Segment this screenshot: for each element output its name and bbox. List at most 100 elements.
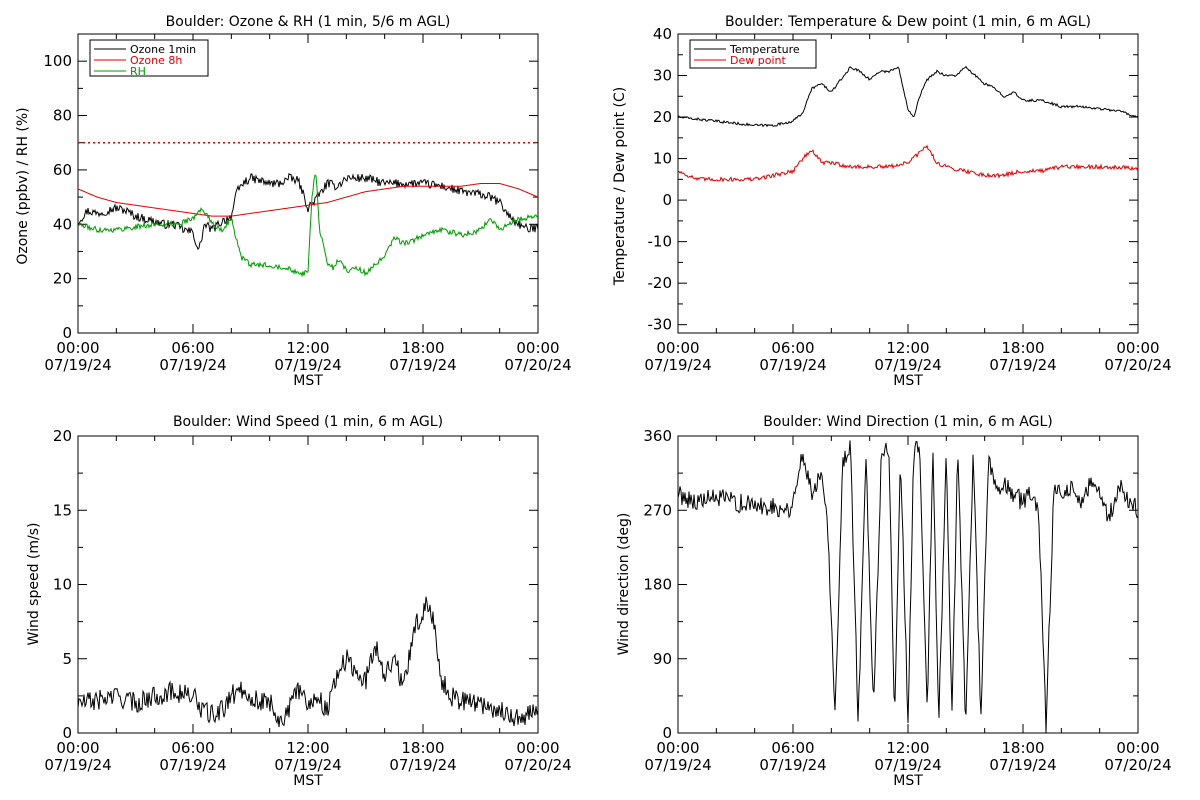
ozone-rh-panel: Boulder: Ozone & RH (1 min, 5/6 m AGL) O… xyxy=(15,14,572,389)
y-tick-label: 80 xyxy=(53,107,72,125)
y-axis-label: Temperature / Dew point (C) xyxy=(612,87,628,286)
y-tick-label: 30 xyxy=(653,67,672,85)
legend: Ozone 1min Ozone 8h RH xyxy=(89,39,209,78)
y-tick-label: 10 xyxy=(653,150,672,168)
y-tick-label: -30 xyxy=(648,316,673,334)
legend-box xyxy=(89,39,209,77)
x-tick-time: 06:00 xyxy=(171,739,214,757)
x-tick-date: 07/19/24 xyxy=(159,756,226,774)
x-tick-date: 07/19/24 xyxy=(389,756,456,774)
x-tick-time: 18:00 xyxy=(1001,739,1044,757)
y-tick-label: 5 xyxy=(62,650,72,668)
y-tick-label: -20 xyxy=(648,274,673,292)
x-tick-date: 07/19/24 xyxy=(274,356,341,374)
plot-frame xyxy=(677,33,1139,334)
x-tick-date: 07/19/24 xyxy=(874,356,941,374)
plot-area: 00:0007/19/2406:0007/19/2412:0007/19/241… xyxy=(43,33,572,374)
x-tick-date: 07/19/24 xyxy=(989,756,1056,774)
legend-label-ozone-8h: Ozone 8h xyxy=(130,54,182,67)
x-tick-date: 07/19/24 xyxy=(644,756,711,774)
x-tick-time: 06:00 xyxy=(171,339,214,357)
x-tick-date: 07/20/24 xyxy=(1104,756,1171,774)
x-tick-time: 00:00 xyxy=(516,339,559,357)
temperature-dewpoint-panel: Boulder: Temperature & Dew point (1 min,… xyxy=(612,14,1172,389)
y-tick-label: 0 xyxy=(62,724,72,742)
x-tick-time: 12:00 xyxy=(286,339,329,357)
legend-label-ozone-1min: Ozone 1min xyxy=(130,43,196,56)
wind-speed-panel: Boulder: Wind Speed (1 min, 6 m AGL) Win… xyxy=(26,414,572,789)
y-tick-label: 20 xyxy=(653,108,672,126)
panel-title: Boulder: Ozone & RH (1 min, 5/6 m AGL) xyxy=(166,14,451,30)
y-tick-label: 10 xyxy=(53,576,72,594)
x-tick-date: 07/19/24 xyxy=(44,756,111,774)
series-line-data xyxy=(677,440,1139,733)
legend-label-temperature: Temperature xyxy=(729,43,800,56)
x-axis-label: MST xyxy=(293,773,323,789)
y-tick-label: 40 xyxy=(653,25,672,43)
x-tick-time: 00:00 xyxy=(1116,339,1159,357)
x-tick-date: 07/19/24 xyxy=(874,756,941,774)
x-tick-time: 00:00 xyxy=(656,739,699,757)
series-line-rh xyxy=(77,174,539,278)
plot-area: 00:0007/19/2406:0007/19/2412:0007/19/241… xyxy=(643,427,1171,774)
x-tick-time: 12:00 xyxy=(886,739,929,757)
series-line-data xyxy=(77,596,539,728)
x-tick-date: 07/19/24 xyxy=(989,356,1056,374)
plot-area: 00:0007/19/2406:0007/19/2412:0007/19/241… xyxy=(44,427,571,774)
y-tick-label: 15 xyxy=(53,501,72,519)
panel-title: Boulder: Wind Speed (1 min, 6 m AGL) xyxy=(173,414,443,430)
y-tick-label: 0 xyxy=(662,724,672,742)
x-tick-time: 18:00 xyxy=(401,739,444,757)
y-axis-label: Ozone (ppbv) / RH (%) xyxy=(15,107,31,264)
x-tick-time: 18:00 xyxy=(1001,339,1044,357)
y-tick-label: 90 xyxy=(653,650,672,668)
legend-label-dew-point: Dew point xyxy=(730,54,786,67)
y-tick-label: 100 xyxy=(43,52,72,70)
x-axis-label: MST xyxy=(893,373,923,389)
x-tick-time: 06:00 xyxy=(771,739,814,757)
x-tick-time: 12:00 xyxy=(886,339,929,357)
panel-title: Boulder: Temperature & Dew point (1 min,… xyxy=(725,14,1091,30)
x-tick-time: 00:00 xyxy=(516,739,559,757)
y-axis-label: Wind direction (deg) xyxy=(616,513,632,656)
legend: Temperature Dew point xyxy=(689,39,817,69)
y-tick-label: 20 xyxy=(53,270,72,288)
plot-frame xyxy=(77,435,539,734)
y-axis-label: Wind speed (m/s) xyxy=(26,523,42,646)
x-tick-date: 07/19/24 xyxy=(389,356,456,374)
x-tick-date: 07/20/24 xyxy=(504,356,571,374)
x-tick-time: 00:00 xyxy=(56,739,99,757)
wind-direction-panel: Boulder: Wind Direction (1 min, 6 m AGL)… xyxy=(616,414,1172,789)
plot-frame xyxy=(677,435,1139,734)
x-tick-time: 12:00 xyxy=(286,739,329,757)
panel-title: Boulder: Wind Direction (1 min, 6 m AGL) xyxy=(763,414,1052,430)
y-tick-label: 40 xyxy=(53,215,72,233)
y-tick-label: 360 xyxy=(643,427,672,445)
x-tick-date: 07/19/24 xyxy=(274,756,341,774)
y-tick-label: 0 xyxy=(62,324,72,342)
y-tick-label: -10 xyxy=(648,233,673,251)
x-tick-time: 06:00 xyxy=(771,339,814,357)
x-tick-date: 07/19/24 xyxy=(759,756,826,774)
x-tick-date: 07/19/24 xyxy=(159,356,226,374)
x-axis-label: MST xyxy=(893,773,923,789)
y-tick-label: 180 xyxy=(643,576,672,594)
y-tick-label: 270 xyxy=(643,501,672,519)
plot-frame xyxy=(77,33,539,334)
x-tick-time: 00:00 xyxy=(1116,739,1159,757)
legend-label-rh: RH xyxy=(130,65,146,78)
x-tick-date: 07/19/24 xyxy=(44,356,111,374)
x-tick-time: 18:00 xyxy=(401,339,444,357)
plot-area: 00:0007/19/2406:0007/19/2412:0007/19/241… xyxy=(644,25,1171,374)
x-tick-date: 07/20/24 xyxy=(1104,356,1171,374)
x-tick-time: 00:00 xyxy=(56,339,99,357)
x-tick-date: 07/19/24 xyxy=(644,356,711,374)
series-line-ozone-8h xyxy=(77,183,539,217)
x-tick-date: 07/19/24 xyxy=(759,356,826,374)
legend-box xyxy=(689,39,817,69)
x-tick-time: 00:00 xyxy=(656,339,699,357)
y-tick-label: 60 xyxy=(53,161,72,179)
y-tick-label: 0 xyxy=(662,191,672,209)
y-tick-label: 20 xyxy=(53,427,72,445)
